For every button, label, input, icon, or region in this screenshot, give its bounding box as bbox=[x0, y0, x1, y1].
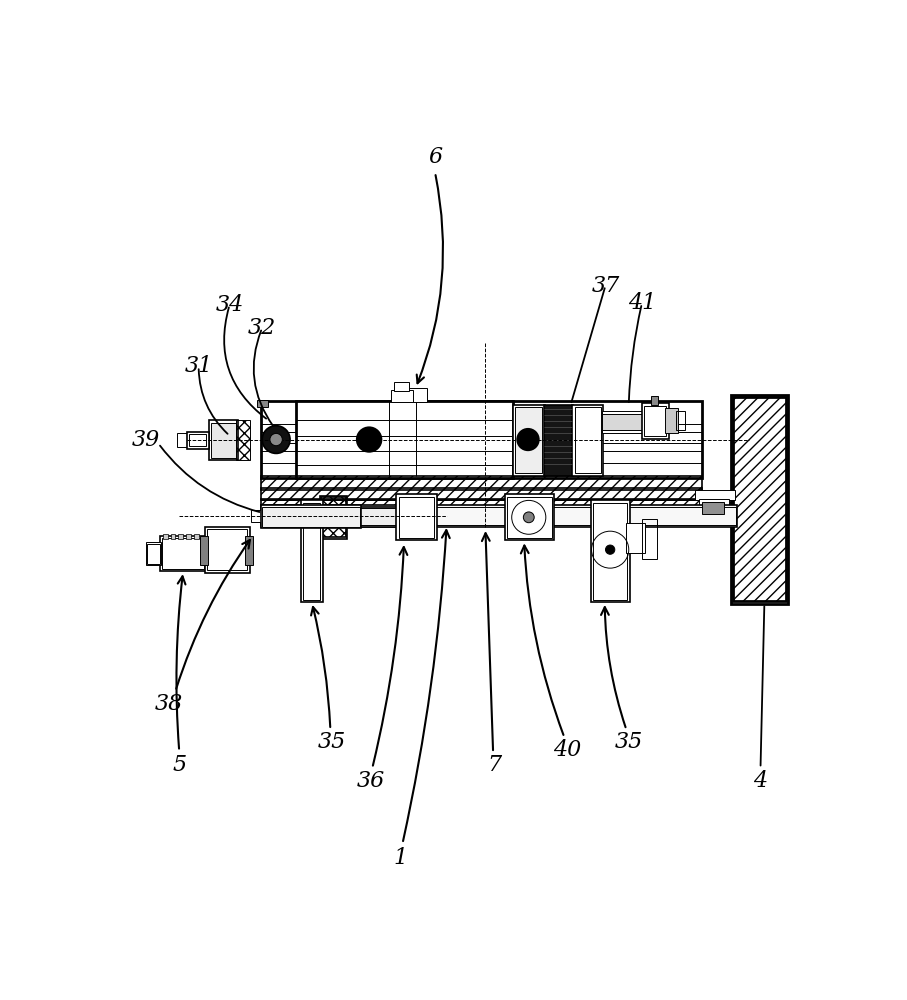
Bar bbox=[207, 529, 248, 570]
Text: 37: 37 bbox=[591, 275, 619, 297]
Text: 41: 41 bbox=[628, 292, 656, 314]
Bar bbox=[260, 514, 734, 525]
Bar bbox=[601, 414, 644, 430]
Bar bbox=[245, 536, 253, 565]
Bar bbox=[262, 507, 360, 527]
Bar bbox=[257, 400, 268, 407]
Bar bbox=[702, 502, 724, 514]
Bar bbox=[346, 507, 398, 527]
Text: 4: 4 bbox=[754, 770, 767, 792]
Bar bbox=[200, 536, 208, 565]
Bar bbox=[676, 411, 686, 430]
Bar bbox=[574, 407, 600, 473]
Text: 38: 38 bbox=[155, 693, 183, 715]
Bar bbox=[665, 408, 678, 433]
Bar bbox=[148, 544, 160, 564]
Bar bbox=[398, 497, 434, 538]
Bar bbox=[186, 534, 190, 539]
Circle shape bbox=[356, 427, 382, 452]
Bar bbox=[601, 411, 644, 433]
Bar bbox=[260, 505, 737, 527]
Bar bbox=[260, 476, 702, 490]
Bar bbox=[512, 405, 545, 476]
Bar bbox=[177, 433, 188, 447]
Bar bbox=[171, 534, 175, 539]
Bar bbox=[262, 507, 736, 525]
Circle shape bbox=[606, 545, 615, 554]
Text: 39: 39 bbox=[132, 429, 160, 451]
Circle shape bbox=[270, 433, 282, 446]
Bar bbox=[301, 500, 323, 602]
Bar bbox=[642, 403, 669, 439]
Bar bbox=[651, 396, 658, 405]
Bar bbox=[393, 389, 409, 401]
Bar bbox=[644, 406, 666, 436]
Bar bbox=[146, 542, 161, 565]
Text: 1: 1 bbox=[393, 847, 407, 869]
Text: 34: 34 bbox=[216, 294, 244, 316]
Bar bbox=[319, 496, 347, 539]
Bar bbox=[209, 420, 239, 460]
Bar bbox=[260, 505, 361, 528]
Text: 31: 31 bbox=[184, 355, 213, 377]
Bar bbox=[590, 500, 629, 602]
Bar bbox=[296, 401, 512, 478]
Bar bbox=[260, 499, 734, 516]
Bar bbox=[260, 401, 702, 478]
Bar bbox=[190, 434, 207, 446]
Bar bbox=[699, 499, 728, 520]
Bar bbox=[642, 519, 658, 559]
Bar bbox=[251, 510, 263, 522]
Bar bbox=[187, 432, 209, 449]
Bar bbox=[303, 503, 320, 600]
Text: 7: 7 bbox=[488, 754, 502, 776]
Text: 36: 36 bbox=[356, 770, 385, 792]
Bar bbox=[731, 395, 788, 604]
Bar bbox=[627, 523, 645, 553]
Bar bbox=[160, 536, 207, 571]
Text: 6: 6 bbox=[428, 146, 442, 168]
Bar bbox=[194, 534, 199, 539]
Bar bbox=[211, 423, 236, 458]
Text: 35: 35 bbox=[317, 731, 346, 753]
Bar bbox=[695, 490, 735, 500]
Bar bbox=[734, 397, 786, 601]
Bar bbox=[543, 405, 573, 476]
Bar bbox=[394, 382, 409, 391]
Text: 5: 5 bbox=[172, 754, 186, 776]
Bar bbox=[505, 494, 554, 540]
Bar bbox=[260, 488, 702, 500]
Bar bbox=[515, 407, 542, 473]
Bar bbox=[593, 503, 628, 600]
Bar bbox=[236, 420, 249, 460]
Bar bbox=[391, 389, 413, 402]
Text: 35: 35 bbox=[615, 731, 643, 753]
Circle shape bbox=[517, 429, 539, 450]
Bar bbox=[163, 534, 168, 539]
Bar bbox=[162, 538, 204, 569]
Bar bbox=[396, 494, 436, 540]
Circle shape bbox=[262, 426, 290, 453]
Bar bbox=[572, 405, 603, 476]
Text: 32: 32 bbox=[248, 317, 277, 339]
Bar bbox=[321, 497, 346, 537]
Text: 40: 40 bbox=[552, 739, 580, 761]
Bar bbox=[347, 508, 397, 525]
Bar bbox=[507, 497, 552, 538]
Bar bbox=[179, 534, 183, 539]
Bar bbox=[408, 388, 427, 402]
Circle shape bbox=[523, 512, 534, 523]
Bar bbox=[205, 527, 249, 573]
